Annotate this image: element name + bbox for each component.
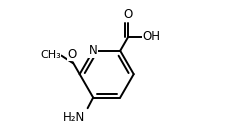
Text: O: O (67, 48, 76, 61)
Text: O: O (123, 8, 132, 21)
Text: OH: OH (142, 30, 160, 43)
Text: H₂N: H₂N (63, 111, 85, 124)
Text: N: N (88, 44, 97, 57)
Text: CH₃: CH₃ (40, 50, 60, 60)
